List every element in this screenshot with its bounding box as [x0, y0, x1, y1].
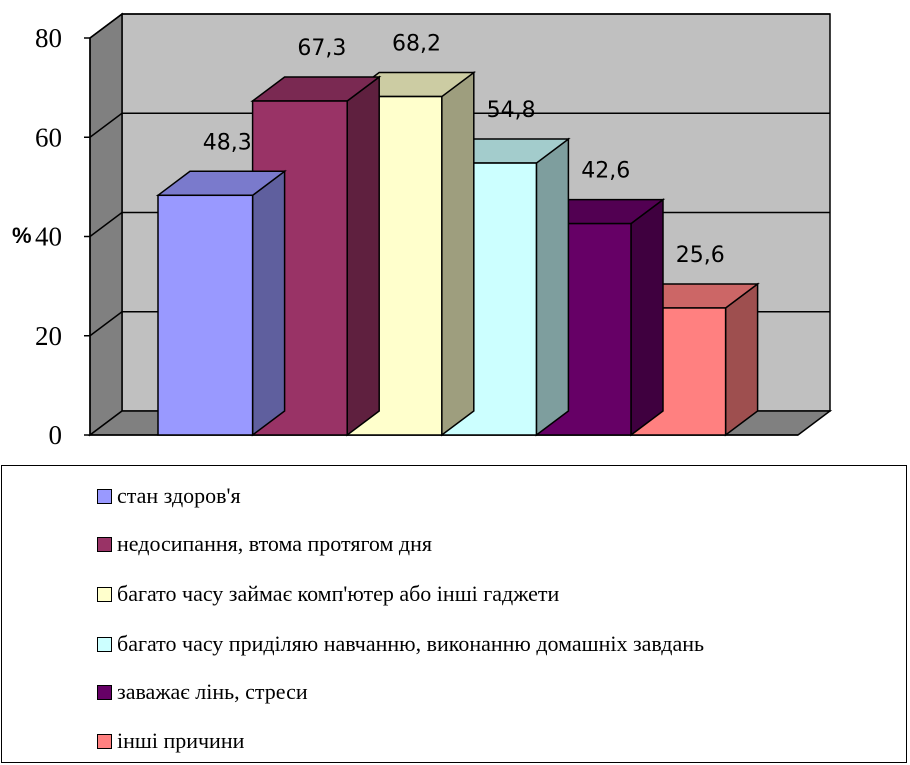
y-tick-label: 0 — [49, 420, 63, 450]
legend-label: стан здоров'я — [117, 483, 241, 508]
y-tick-label: 20 — [35, 321, 62, 351]
bar-side — [724, 282, 759, 437]
bar-side — [441, 71, 475, 437]
y-tick-label: 80 — [35, 23, 62, 53]
gridline — [89, 13, 830, 39]
legend-label: багато часу займає комп'ютер або інші га… — [117, 581, 560, 606]
legend-label: недосипання, втома протягом дня — [117, 531, 433, 556]
legend-swatch — [97, 586, 112, 602]
legend-swatch — [97, 636, 112, 652]
data-labels: 48,3 67,3 68,2 54,8 42,6 25,6 — [203, 32, 725, 268]
y-tick-label: 40 — [35, 222, 62, 252]
legend-swatch — [97, 684, 112, 700]
bar-front — [157, 194, 254, 436]
legend-label: інші причини — [117, 728, 245, 753]
legend-item: стан здоров'я — [97, 483, 241, 509]
legend-label: багато часу приділяю навчанню, виконанню… — [117, 631, 705, 656]
legend: стан здоров'я недосипання, втома протягом… — [1, 465, 907, 763]
bar-side — [251, 169, 286, 437]
bar-chart: 0 20 40 60 80 48,3 67,3 68,2 54,8 42,6 25,6 % — [12, 12, 833, 450]
y-axis-label: % — [12, 223, 32, 248]
y-tick-label: 60 — [35, 122, 62, 152]
legend-label: заважає лінь, стреси — [117, 679, 308, 704]
legend-item: інші причини — [97, 728, 244, 754]
data-label: 42,6 — [581, 159, 630, 184]
legend-swatch — [97, 536, 112, 552]
legend-item: заважає лінь, стреси — [97, 679, 308, 705]
gridline — [89, 112, 830, 138]
bar-side — [346, 75, 380, 437]
data-label: 25,6 — [676, 243, 725, 268]
bar — [155, 169, 287, 437]
data-label: 54,8 — [487, 98, 536, 123]
legend-item: недосипання, втома протягом дня — [97, 531, 432, 557]
bar-side — [630, 198, 664, 437]
data-label: 67,3 — [297, 36, 346, 61]
legend-swatch — [97, 488, 112, 504]
bars — [155, 71, 760, 437]
legend-item: багато часу займає комп'ютер або інші га… — [97, 581, 559, 607]
data-label: 48,3 — [203, 130, 252, 155]
legend-swatch — [97, 733, 112, 749]
bar-side — [535, 137, 570, 437]
legend-item: багато часу приділяю навчанню, виконанню… — [97, 631, 704, 657]
data-label: 68,2 — [392, 32, 441, 57]
